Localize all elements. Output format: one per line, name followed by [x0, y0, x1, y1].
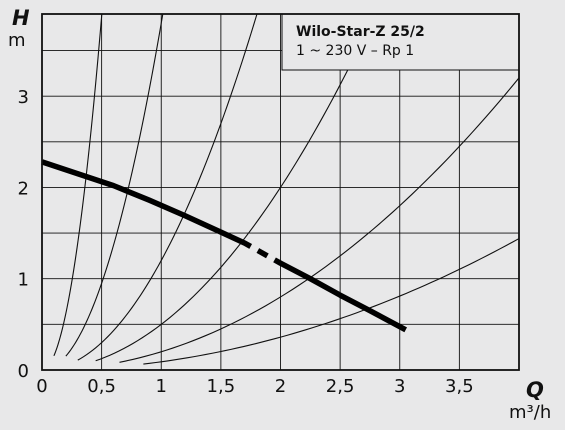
x-tick-label: 1: [156, 376, 167, 397]
x-tick-label: 3,5: [445, 376, 474, 397]
pump-curve-dash: [256, 248, 269, 259]
y-tick-label: 1: [18, 270, 29, 291]
pump-curve: [41, 159, 408, 333]
system-curves: [53, 13, 520, 365]
x-tick-label: 1,5: [207, 376, 236, 397]
x-axis-symbol: Q: [526, 378, 544, 402]
system-curve: [143, 238, 520, 365]
x-tick-label: 0: [36, 376, 47, 397]
pump-curve-segment: [273, 257, 408, 333]
system-curve: [77, 13, 258, 361]
y-tick-label: 2: [18, 178, 29, 199]
system-curve: [95, 13, 376, 362]
chart-subtitle: 1 ~ 230 V – Rp 1: [296, 43, 414, 59]
y-tick-label: 0: [18, 361, 29, 382]
x-tick-label: 2,5: [326, 376, 355, 397]
pump-curve-segment: [41, 159, 253, 249]
y-tick-label: 3: [18, 87, 29, 108]
x-axis-unit: m³/h: [509, 402, 551, 423]
x-tick-label: 0,5: [87, 376, 116, 397]
system-curve: [65, 13, 164, 357]
x-tick-labels: 0 0,5 1 1,5 2 2,5 3 3,5: [36, 376, 473, 397]
system-curve: [53, 13, 103, 357]
y-tick-labels: 0 1 2 3: [18, 87, 29, 382]
legend-box: [281, 13, 520, 71]
y-axis-symbol: H: [12, 6, 30, 30]
system-curve: [119, 77, 520, 363]
x-tick-label: 3: [394, 376, 405, 397]
plot-frame: [41, 13, 520, 371]
x-tick-label: 2: [275, 376, 286, 397]
chart-title: Wilo-Star-Z 25/2: [296, 24, 425, 40]
y-axis-unit: m: [8, 30, 26, 51]
